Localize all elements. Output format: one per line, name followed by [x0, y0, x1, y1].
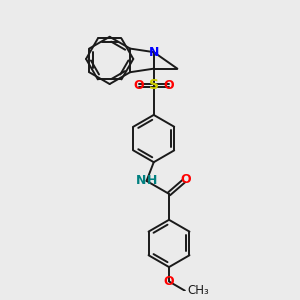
Text: N: N	[148, 46, 159, 59]
Text: O: O	[164, 275, 174, 288]
Text: H: H	[146, 174, 157, 188]
Text: CH₃: CH₃	[187, 284, 209, 297]
Text: O: O	[164, 79, 174, 92]
Text: O: O	[134, 79, 144, 92]
Text: S: S	[149, 78, 159, 92]
Text: N: N	[136, 174, 146, 188]
Text: O: O	[180, 173, 191, 186]
